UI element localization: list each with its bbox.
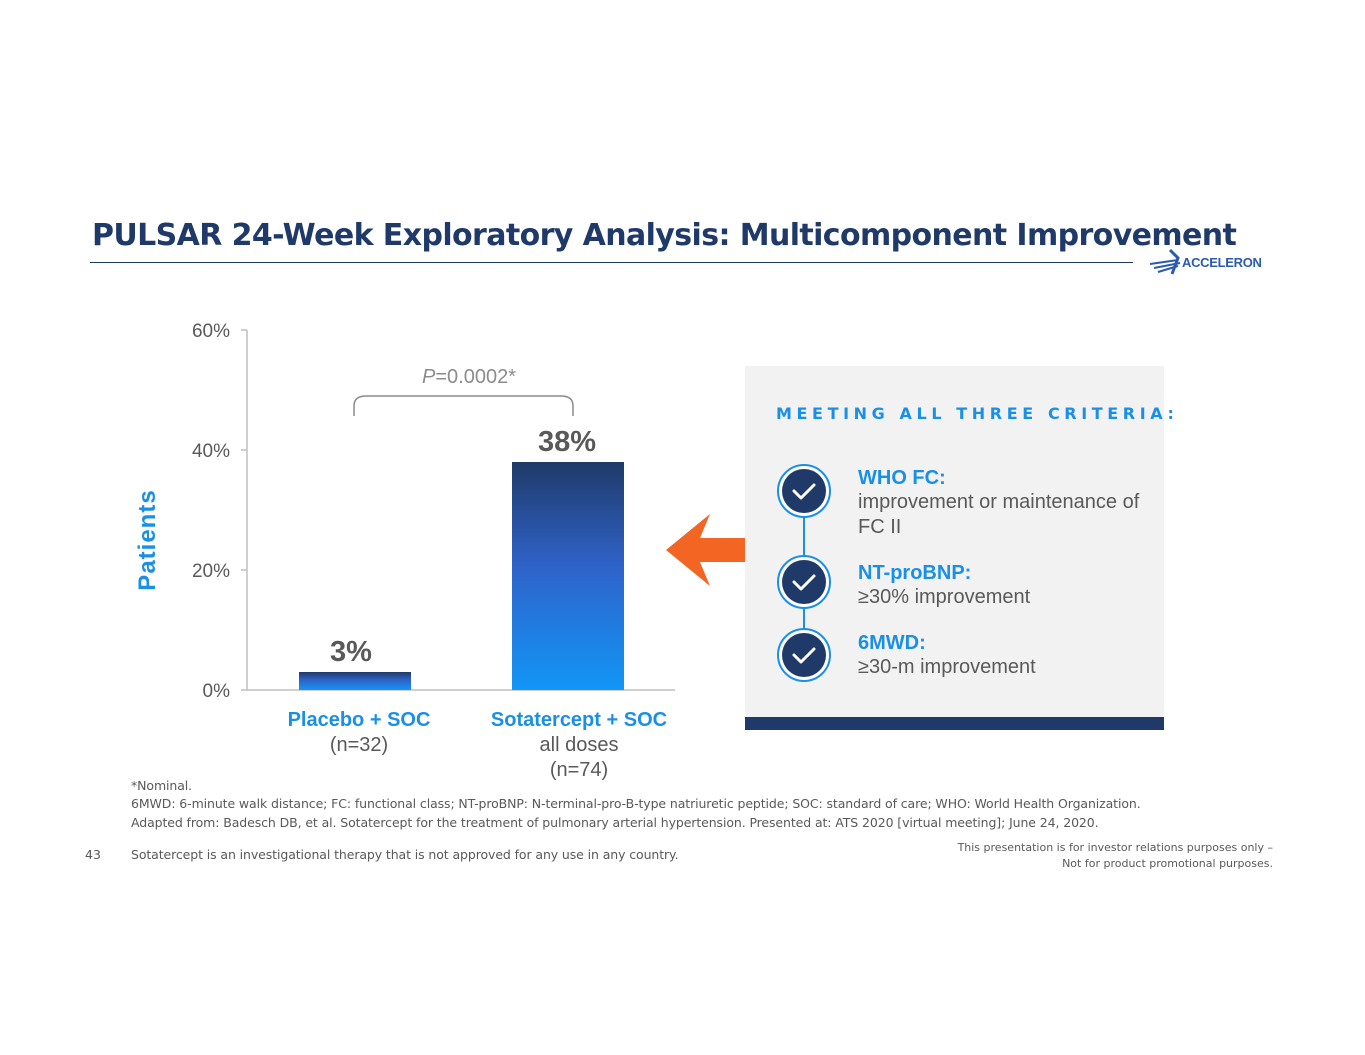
bar [299,672,411,690]
significance-bracket [353,395,574,416]
x-category-sublabel: all doses [540,734,619,756]
criteria-panel-footer-bar [745,717,1164,730]
arrow-left-icon [666,514,748,586]
title-divider [90,262,1133,263]
criteria-item-head: 6MWD: [858,632,926,654]
check-circle-icon [777,555,831,609]
criteria-heading: MEETING ALL THREE CRITERIA: [776,404,1179,423]
y-tick-label: 40% [192,441,230,462]
bar [512,462,624,690]
bar-data-label: 3% [330,636,372,668]
bar-chart: 0% 20% 40% 60% Patients 3% Placebo + SOC (n=32)… [134,321,675,781]
y-axis-label: Patients [134,489,161,590]
logo-text: ACCELERON [1182,255,1262,270]
x-category-sublabel: (n=32) [330,734,388,756]
logo-mark-icon [1149,248,1181,275]
x-category-label: Sotatercept + SOC [491,709,667,731]
footnote-nominal: *Nominal. [131,778,193,793]
y-tick-label: 0% [203,681,231,702]
criteria-item-head: WHO FC: [858,467,946,489]
disclaimer-line: This presentation is for investor relati… [957,841,1273,854]
check-circle-icon [777,628,831,682]
bar-data-label: 38% [538,426,596,458]
criteria-item-head: NT-proBNP: [858,562,972,584]
p-value-annotation: P=0.0002* [422,366,516,388]
page-number: 43 [85,847,101,862]
y-tick-label: 20% [192,561,230,582]
slide-title: PULSAR 24-Week Exploratory Analysis: Mul… [92,218,1237,253]
criteria-item-text: improvement or maintenance of FC II [858,491,1140,538]
y-tick-label: 60% [192,321,230,342]
disclaimer: This presentation is for investor relati… [958,840,1273,872]
criteria-item-text: ≥30-m improvement [858,656,1036,678]
check-circle-icon [777,464,831,518]
criteria-item-text: ≥30% improvement [858,586,1031,608]
disclaimer-line: Not for product promotional purposes. [1062,857,1273,870]
footnote-investigational: Sotatercept is an investigational therap… [131,847,679,862]
footnote-abbreviations: 6MWD: 6-minute walk distance; FC: functi… [131,796,1141,811]
x-category-label: Placebo + SOC [288,709,431,731]
x-category-sublabel: (n=74) [550,759,608,781]
footnote-source: Adapted from: Badesch DB, et al. Sotater… [131,815,1099,830]
acceleron-logo: ACCELERON [1148,246,1280,278]
